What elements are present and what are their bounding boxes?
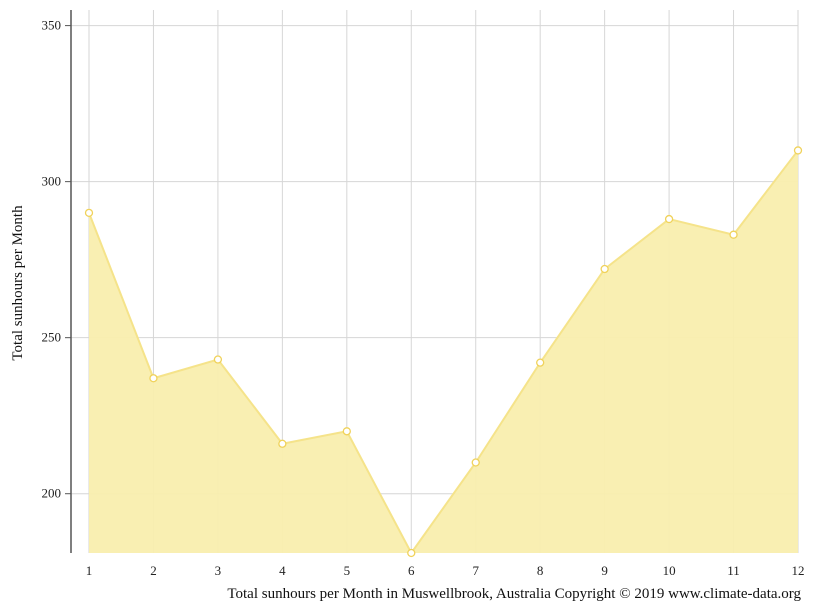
data-point <box>793 146 803 155</box>
y-axis-title: Total sunhours per Month <box>10 205 26 361</box>
x-tick-label: 11 <box>727 563 740 578</box>
data-point <box>213 355 223 364</box>
axes <box>65 10 72 553</box>
chart-caption: Total sunhours per Month in Muswellbrook… <box>227 586 801 602</box>
data-point <box>536 358 545 367</box>
data-point <box>664 214 674 224</box>
x-tick-label: 3 <box>215 563 222 578</box>
data-point <box>471 458 480 467</box>
data-point <box>342 427 351 436</box>
data-point <box>149 374 158 383</box>
data-point <box>407 548 416 558</box>
x-tick-label: 7 <box>472 563 479 578</box>
x-tick-label: 5 <box>344 563 351 578</box>
x-tick-labels: 1 2 3 4 5 6 7 8 9 10 11 12 <box>86 563 805 578</box>
x-tick-label: 8 <box>537 563 544 578</box>
data-point <box>278 439 287 448</box>
y-tick-label: 350 <box>42 18 62 33</box>
x-tick-label: 12 <box>792 563 805 578</box>
y-tick-labels: 200 250 300 350 <box>42 18 62 501</box>
series-line <box>88 149 799 555</box>
data-markers <box>84 146 803 558</box>
x-tick-label: 1 <box>86 563 93 578</box>
x-tick-label: 4 <box>279 563 286 578</box>
x-tick-label: 6 <box>408 563 415 578</box>
data-point <box>600 264 609 274</box>
y-tick-label: 250 <box>42 330 62 345</box>
series-area <box>88 149 799 555</box>
x-tick-label: 10 <box>663 563 676 578</box>
y-tick-label: 200 <box>42 486 62 501</box>
data-point <box>84 208 94 217</box>
x-tick-label: 2 <box>150 563 157 578</box>
data-point <box>729 230 738 239</box>
y-tick-label: 300 <box>42 174 62 189</box>
area-fill <box>89 150 798 553</box>
x-tick-label: 9 <box>601 563 608 578</box>
